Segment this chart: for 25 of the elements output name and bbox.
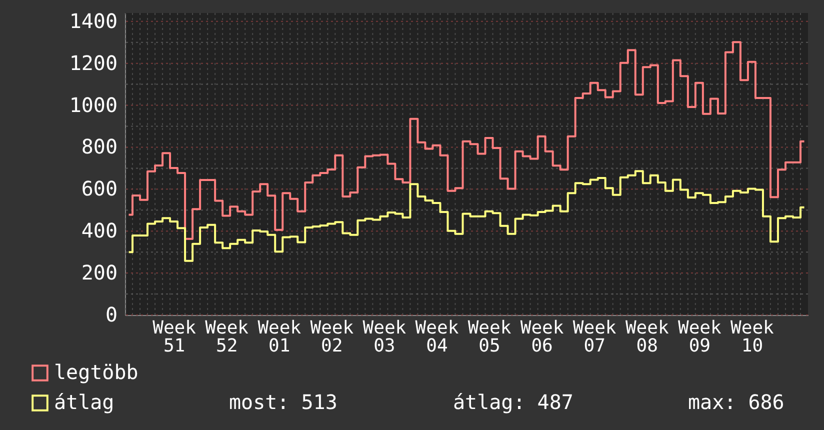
y-tick-label: 400 [81,218,118,243]
x-tick-label: Week 08 [625,318,669,356]
x-tick-label: Week 01 [258,318,302,356]
x-tick-label: Week 09 [678,318,722,356]
x-tick-label: Week 07 [572,318,616,356]
text: átlag: 487 [453,390,574,414]
legend-label: átlag [54,390,114,414]
y-tick-label: 1000 [69,92,118,117]
x-tick-label: Week 05 [468,318,512,356]
legend-label: legtöbb [54,360,138,384]
x-tick-label: Week 04 [415,318,459,356]
y-tick-label: 800 [81,134,118,159]
x-tick-label: Week 03 [362,318,406,356]
x-tick-label: Week 51 [152,318,196,356]
x-tick-label: Week 52 [205,318,249,356]
y-tick-label: 1200 [69,50,118,75]
x-tick-label: Week 10 [730,318,774,356]
text: max: 686 [688,390,784,414]
y-tick-label: 600 [81,176,118,201]
x-tick-label: Week 02 [310,318,354,356]
y-tick-label: 0 [105,302,118,326]
text: most: 513 [229,390,338,414]
y-tick-label: 1400 [69,8,118,33]
y-tick-label: 200 [81,260,118,285]
x-tick-label: Week 06 [520,318,564,356]
